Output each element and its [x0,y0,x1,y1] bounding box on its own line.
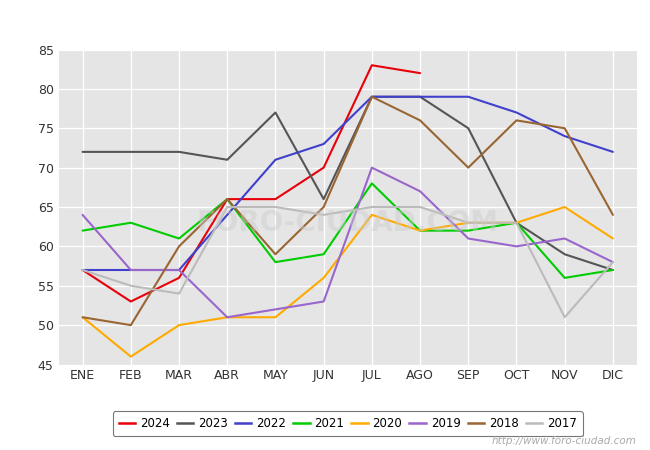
Text: FORO-CIUDAD.COM: FORO-CIUDAD.COM [197,209,499,237]
Legend: 2024, 2023, 2022, 2021, 2020, 2019, 2018, 2017: 2024, 2023, 2022, 2021, 2020, 2019, 2018… [112,411,583,436]
Text: http://www.foro-ciudad.com: http://www.foro-ciudad.com [492,436,637,446]
Text: Afiliados en Enguídanos a 31/8/2024: Afiliados en Enguídanos a 31/8/2024 [160,11,490,30]
